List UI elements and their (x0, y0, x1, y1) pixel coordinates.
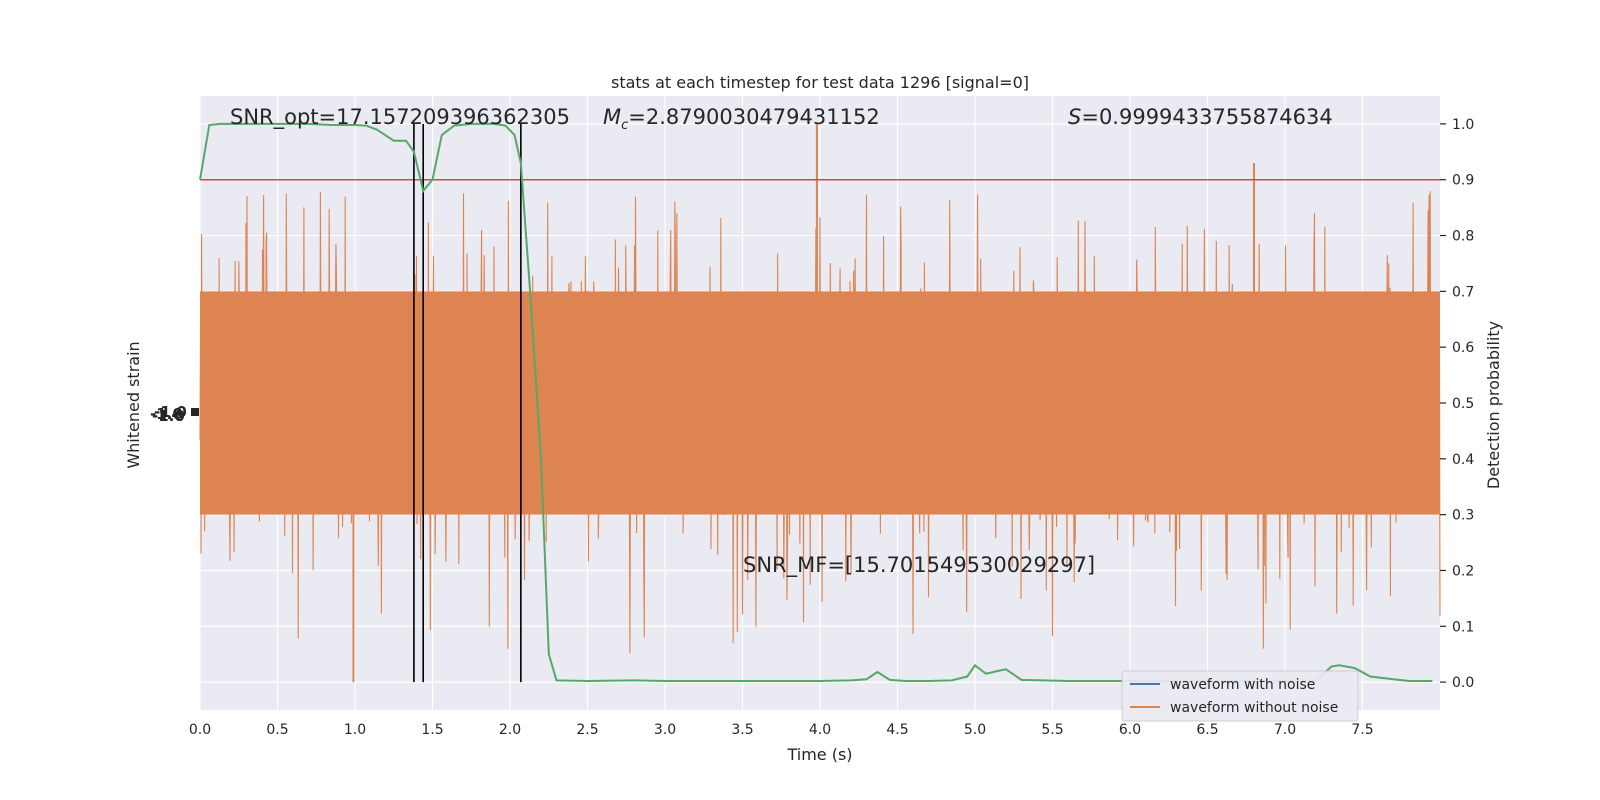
y-tick-label: 0.7 (1452, 284, 1474, 300)
x-axis-label: Time (s) (786, 745, 852, 764)
y-right-axis-ticks: 0.0 0.1 0.2 0.3 0.4 0.5 0.6 0.7 0.8 0.9 1.0 (1440, 117, 1474, 691)
x-tick-label: 1.0 (344, 722, 366, 738)
y-tick-label: 0.2 (1452, 563, 1474, 579)
chart-title: stats at each timestep for test data 129… (611, 73, 1029, 92)
s-symbol: S (1068, 105, 1081, 129)
legend-label-without-noise: waveform without noise (1170, 700, 1338, 716)
x-tick-label: 3.0 (654, 722, 676, 738)
snr-opt-annotation: SNR_opt=17.157209396362305 (230, 105, 570, 130)
left-tick-label-overlap: -1.0 (154, 403, 187, 421)
x-tick-label: 7.5 (1351, 722, 1373, 738)
y-tick-label: 0.1 (1452, 619, 1474, 635)
x-tick-label: 7.0 (1274, 722, 1296, 738)
x-tick-label: 3.5 (731, 722, 753, 738)
mc-subscript: c (621, 118, 628, 133)
s-value: =0.9999433755874634 (1081, 105, 1332, 129)
vertical-markers (413, 123, 522, 683)
legend-box (1121, 670, 1359, 722)
y-right-axis-label: Detection probability (1484, 321, 1503, 489)
legend-label-with-noise: waveform with noise (1170, 677, 1315, 693)
y-tick-label: 1.0 (1452, 117, 1474, 133)
x-tick-label: 6.0 (1119, 722, 1141, 738)
waveform-without-noise-line (199, 191, 1441, 654)
mc-annotation: Mc=2.8790030479431152 (603, 105, 880, 133)
legend: waveform with noise waveform without noi… (1121, 670, 1359, 722)
left-tick-cluster: -1.0 -1.0 -1.0 (150, 403, 199, 425)
s-annotation: S=0.9999433755874634 (1068, 105, 1333, 129)
y-tick-label: 0.5 (1452, 396, 1474, 412)
y-tick-label: 0.4 (1452, 452, 1474, 468)
x-tick-label: 5.0 (964, 722, 986, 738)
left-tick-mark (191, 408, 199, 416)
y-tick-label: 0.6 (1452, 340, 1474, 356)
x-tick-label: 2.5 (576, 722, 598, 738)
x-tick-label: 1.5 (421, 722, 443, 738)
snr-mf-annotation: SNR_MF=[15.701549530029297] (743, 553, 1095, 578)
y-tick-label: 0.9 (1452, 173, 1474, 189)
x-tick-label: 4.0 (809, 722, 831, 738)
left-tick-label: -1.0 (150, 405, 183, 423)
x-tick-label: 6.5 (1196, 722, 1218, 738)
left-tick-label-overlap-2: -1.0 (152, 407, 185, 425)
y-tick-label: 0.3 (1452, 508, 1474, 524)
x-tick-label: 4.5 (886, 722, 908, 738)
x-tick-label: 5.5 (1041, 722, 1063, 738)
x-tick-label: 2.0 (499, 722, 521, 738)
mc-value: =2.8790030479431152 (628, 105, 879, 129)
x-axis-ticks: 0.0 0.5 1.0 1.5 2.0 2.5 3.0 3.5 4.0 4.5 5.0 5.5 6.0 6… (189, 722, 1374, 738)
waveform-without-noise-series (199, 123, 1441, 683)
x-tick-label: 0.5 (266, 722, 288, 738)
y-tick-label: 0.0 (1452, 675, 1474, 691)
y-tick-label: 0.8 (1452, 229, 1474, 245)
x-tick-label: 0.0 (189, 722, 211, 738)
mc-symbol: M (603, 105, 621, 129)
y-left-axis-label: Whitened strain (124, 341, 143, 468)
